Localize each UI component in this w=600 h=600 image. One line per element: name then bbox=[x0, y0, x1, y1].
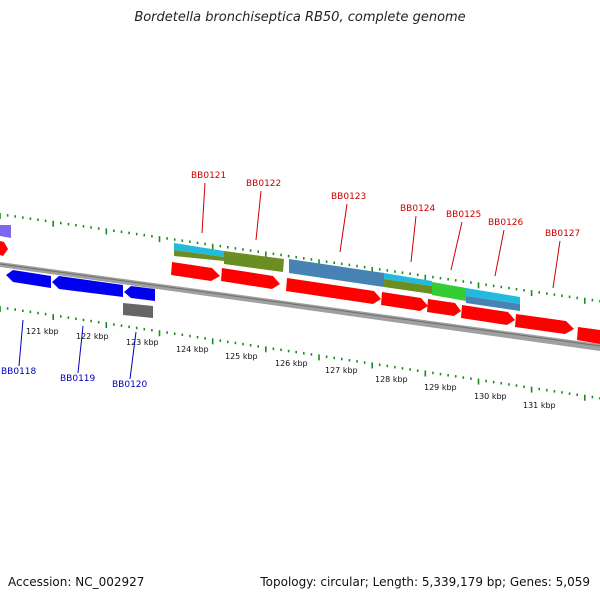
genome-summary-text: Topology: circular; Length: 5,339,179 bp… bbox=[260, 575, 590, 589]
leader-bb0125 bbox=[450, 221, 463, 271]
leader-bb0124 bbox=[410, 215, 417, 263]
gene-label-bb0123[interactable]: BB0123 bbox=[331, 192, 366, 202]
kbp-label: 124 kbp bbox=[176, 345, 209, 354]
map-title: Bordetella bronchiseptica RB50, complete… bbox=[134, 10, 466, 25]
kbp-label: 122 kbp bbox=[76, 332, 109, 341]
leader-bb0122 bbox=[255, 190, 262, 241]
leader-bb0118 bbox=[18, 319, 24, 367]
cog-block-olive-3 bbox=[384, 279, 432, 294]
gene-arrow-bb0122[interactable] bbox=[221, 268, 280, 289]
leader-bb0127 bbox=[552, 240, 561, 289]
gene-arrow-bb0125[interactable] bbox=[427, 299, 461, 316]
gene-arrow-right-edge[interactable] bbox=[577, 327, 600, 344]
cog-block-steel-2 bbox=[466, 296, 520, 311]
cog-block-cyan-3 bbox=[466, 288, 520, 304]
gene-label-bb0120[interactable]: BB0120 bbox=[112, 380, 148, 390]
kbp-label: 126 kbp bbox=[275, 359, 308, 368]
gene-label-bb0125[interactable]: BB0125 bbox=[446, 210, 481, 220]
kbp-label: 125 kbp bbox=[225, 352, 258, 361]
kbp-label: 128 kbp bbox=[375, 375, 408, 384]
gene-arrow-bb0124[interactable] bbox=[381, 292, 428, 311]
gene-label-bb0126[interactable]: BB0126 bbox=[488, 218, 524, 228]
reverse-gene-leader-lines bbox=[18, 319, 137, 380]
gene-arrow-left-edge[interactable] bbox=[0, 241, 8, 256]
gene-arrow-bb0118[interactable] bbox=[6, 270, 51, 288]
gene-label-bb0124[interactable]: BB0124 bbox=[400, 204, 436, 214]
forward-gene-labels: BB0121 BB0122 BB0123 BB0124 BB0125 BB0126 BB01… bbox=[191, 171, 580, 239]
kbp-labels: 121 kbp 122 kbp 123 kbp 124 kbp 125 kbp 126 k… bbox=[26, 327, 556, 410]
kbp-label: 127 kbp bbox=[325, 366, 358, 375]
gene-arrow-bb0119[interactable] bbox=[52, 276, 123, 297]
gene-arrow-bb0121[interactable] bbox=[171, 262, 220, 281]
forward-gene-leader-lines bbox=[201, 182, 561, 289]
gene-label-bb0127[interactable]: BB0127 bbox=[545, 229, 580, 239]
cog-block-purple bbox=[0, 225, 11, 238]
cog-block-cyan-2 bbox=[384, 273, 432, 286]
kbp-label: 130 kbp bbox=[474, 392, 507, 401]
gene-arrow-bb0123[interactable] bbox=[286, 278, 381, 304]
accession-text: Accession: NC_002927 bbox=[8, 575, 145, 589]
gene-label-bb0121[interactable]: BB0121 bbox=[191, 171, 226, 181]
kbp-label: 123 kbp bbox=[126, 338, 159, 347]
reverse-gene-labels: BB0118 BB0119 BB0120 bbox=[1, 367, 148, 390]
leader-bb0119 bbox=[77, 325, 84, 374]
cog-block-cyan bbox=[174, 243, 224, 257]
kbp-label: 121 kbp bbox=[26, 327, 59, 336]
gene-label-bb0118[interactable]: BB0118 bbox=[1, 367, 37, 377]
cog-block-olive bbox=[174, 250, 224, 261]
gene-label-bb0119[interactable]: BB0119 bbox=[60, 374, 96, 384]
kbp-label: 129 kbp bbox=[424, 383, 457, 392]
lower-tick-ruler bbox=[0, 306, 600, 401]
cog-strip bbox=[0, 225, 520, 311]
genome-backbone bbox=[0, 262, 600, 351]
gene-arrow-bb0126[interactable] bbox=[461, 305, 515, 325]
cog-block-olive-2 bbox=[224, 251, 284, 272]
rna-gene-block[interactable] bbox=[123, 303, 153, 318]
cog-block-steel bbox=[289, 259, 384, 287]
kbp-label: 131 kbp bbox=[523, 401, 556, 410]
leader-bb0121 bbox=[201, 182, 206, 234]
leader-bb0123 bbox=[339, 203, 348, 253]
forward-strand-genes bbox=[0, 241, 600, 344]
gene-arrow-bb0127[interactable] bbox=[515, 314, 574, 334]
leader-bb0126 bbox=[494, 229, 505, 277]
gene-arrow-bb0120[interactable] bbox=[124, 286, 155, 301]
cog-block-green bbox=[432, 282, 466, 301]
reverse-strand-genes bbox=[6, 270, 155, 318]
gene-label-bb0122[interactable]: BB0122 bbox=[246, 179, 281, 189]
leader-bb0120 bbox=[129, 331, 137, 380]
